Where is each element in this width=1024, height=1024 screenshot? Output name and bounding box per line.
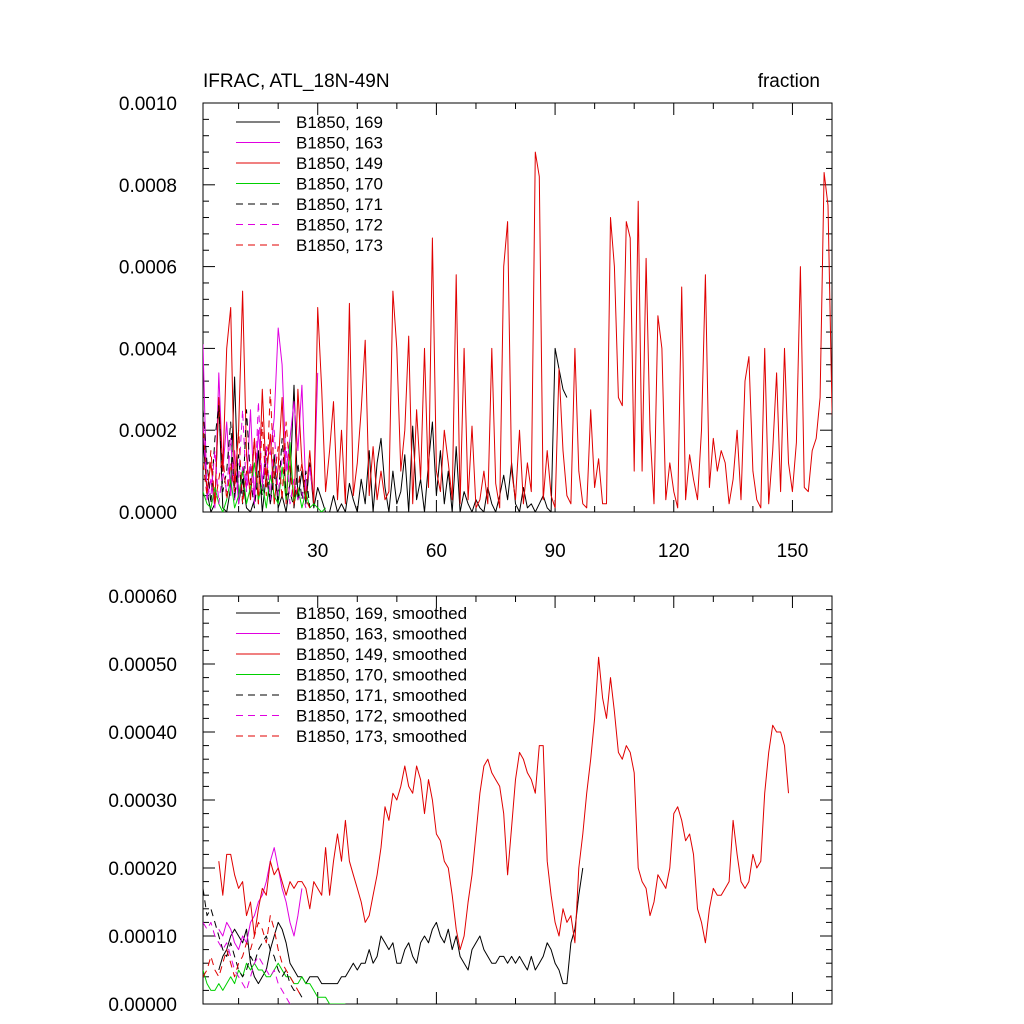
legend-label: B1850, 171 xyxy=(296,195,383,214)
legend-label: B1850, 169, smoothed xyxy=(296,604,467,623)
legend-label: B1850, 170 xyxy=(296,175,383,194)
legend-label: B1850, 173 xyxy=(296,236,383,255)
series-lines xyxy=(203,656,789,1004)
bottom-panel: 0.00000 0.00010 0.00020 0.00030 0.00040 0.000… xyxy=(108,587,833,1016)
series-lines xyxy=(203,151,832,512)
y-tick-label: 0.00010 xyxy=(108,927,177,948)
x-tick-label: 120 xyxy=(658,541,690,562)
y-tick-label: 0.0000 xyxy=(119,503,177,524)
y-tick-label: 0.00030 xyxy=(108,791,177,812)
legend-label: B1850, 149 xyxy=(296,154,383,173)
legend-label: B1850, 173, smoothed xyxy=(296,727,467,746)
y-tick-label: 0.0002 xyxy=(119,421,177,442)
y-tick-label: 0.00020 xyxy=(108,859,177,880)
legend-label: B1850, 171, smoothed xyxy=(296,686,467,705)
series-line xyxy=(203,388,311,509)
legend-label: B1850, 149, smoothed xyxy=(296,645,467,664)
y-tick-label: 0.0006 xyxy=(119,258,177,279)
series-line xyxy=(203,151,832,509)
y-tick-label: 0.0004 xyxy=(119,339,178,360)
x-tick-label: 90 xyxy=(545,541,566,562)
x-tick-label: 150 xyxy=(777,541,809,562)
legend-label: B1850, 163 xyxy=(296,134,383,153)
y-tick-label: 0.0010 xyxy=(119,94,177,115)
series-line xyxy=(203,401,307,509)
y-tick-label: 0.0008 xyxy=(119,176,177,197)
series-line xyxy=(203,405,311,509)
legend-label: B1850, 169 xyxy=(296,113,383,132)
y-tick-label: 0.00040 xyxy=(108,723,177,744)
series-line xyxy=(218,867,584,985)
series-line xyxy=(203,921,294,1004)
top-panel: 0.0000 0.0002 0.0004 0.0006 0.0008 0.0010 30 60… xyxy=(119,71,833,562)
legend-label: B1850, 172, smoothed xyxy=(296,707,467,726)
x-tick-label: 30 xyxy=(307,541,328,562)
plot-frame xyxy=(202,102,833,513)
series-line xyxy=(218,656,789,951)
y-tick-label: 0.00000 xyxy=(108,995,177,1016)
series-line xyxy=(203,347,568,512)
y-tick-label: 0.00060 xyxy=(108,587,177,608)
series-line xyxy=(203,915,303,998)
units-label: fraction xyxy=(758,71,820,92)
x-tick-label: 60 xyxy=(426,541,447,562)
legend-label: B1850, 172 xyxy=(296,216,383,235)
legend-label: B1850, 170, smoothed xyxy=(296,666,467,685)
chart-title: IFRAC, ATL_18N-49N xyxy=(203,71,390,92)
y-tick-label: 0.00050 xyxy=(108,655,177,676)
series-line xyxy=(203,888,303,998)
legend-label: B1850, 163, smoothed xyxy=(296,625,467,644)
